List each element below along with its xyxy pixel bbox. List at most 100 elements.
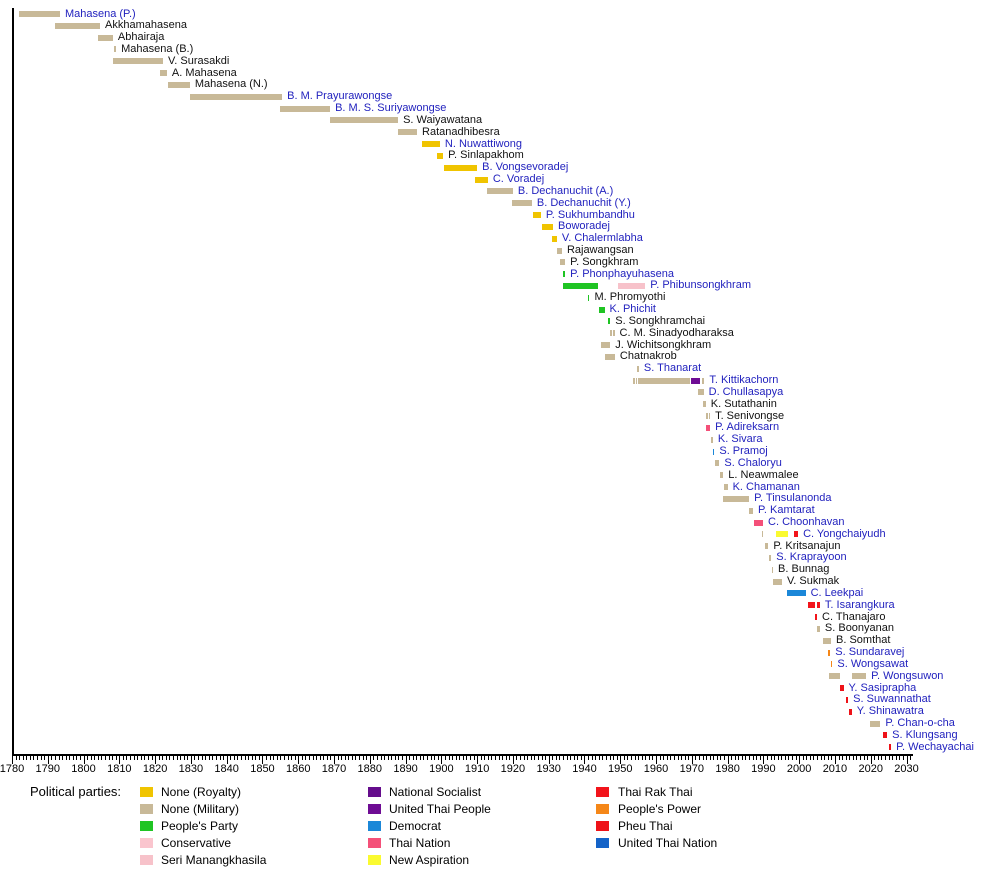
person-label[interactable]: B. Dechanuchit (Y.): [536, 196, 631, 209]
minor-tick: [809, 756, 811, 760]
minor-tick: [881, 756, 883, 760]
minor-tick: [112, 756, 114, 760]
minor-tick: [759, 756, 761, 760]
person-label[interactable]: S. Wongsawat: [837, 657, 909, 670]
person-label[interactable]: D. Chullasapya: [708, 385, 784, 398]
person-label[interactable]: P. Chan-o-cha: [885, 717, 955, 730]
minor-tick: [44, 756, 46, 760]
minor-tick: [555, 756, 557, 760]
minor-tick: [355, 756, 357, 760]
timeline-bar-royalty: [541, 223, 553, 230]
person-label[interactable]: S. Suwannathat: [853, 693, 931, 706]
person-label[interactable]: T. Kittikachorn: [709, 374, 779, 387]
person-label[interactable]: P. Adireksarn: [715, 421, 780, 434]
legend-label: United Thai Nation: [618, 836, 718, 850]
minor-tick: [795, 756, 797, 760]
person-label[interactable]: P. Kamtarat: [758, 504, 815, 517]
minor-tick: [695, 756, 697, 760]
timeline-bar-military: [511, 200, 532, 207]
timeline-bar-military: [97, 34, 113, 41]
axis-tick-label: 2020: [858, 763, 883, 775]
major-tick: [155, 756, 157, 764]
minor-tick: [240, 756, 242, 760]
timeline-bar-military: [706, 413, 708, 420]
minor-tick: [559, 756, 561, 760]
person-label: Mahasena (B.): [121, 42, 194, 55]
person-label[interactable]: C. Leekpai: [810, 586, 864, 599]
person-label[interactable]: Mahasena (P.): [64, 7, 136, 20]
person-label: C. Thanajaro: [822, 610, 886, 623]
legend-title: Political parties:: [30, 784, 122, 799]
minor-tick: [570, 756, 572, 760]
person-label[interactable]: Y. Sasiprapha: [848, 681, 917, 694]
legend-swatch-conservative: [140, 838, 153, 848]
minor-tick: [15, 756, 17, 760]
minor-tick: [162, 756, 164, 760]
axis-tick-label: 1990: [751, 763, 776, 775]
person-label: B. Somthat: [836, 634, 891, 647]
person-label[interactable]: P. Sukhumbandhu: [545, 208, 635, 221]
person-label[interactable]: S. Klungsang: [892, 728, 958, 741]
minor-tick: [738, 756, 740, 760]
person-label[interactable]: B. Vongsevoradej: [482, 161, 569, 174]
axis-tick-label: 1790: [35, 763, 60, 775]
minor-tick: [609, 756, 611, 760]
minor-tick: [230, 756, 232, 760]
person-label[interactable]: P. Tinsulanonda: [754, 492, 832, 505]
person-label[interactable]: B. Dechanuchit (A.): [517, 184, 614, 197]
minor-tick: [627, 756, 629, 760]
person-label[interactable]: S. Pramoj: [719, 445, 768, 458]
person-label[interactable]: B. M. S. Suriyawongse: [335, 102, 447, 115]
person-label[interactable]: K. Chamanan: [732, 480, 800, 493]
person-label[interactable]: S. Thanarat: [643, 362, 702, 375]
major-tick: [906, 756, 908, 764]
minor-tick: [734, 756, 736, 760]
timeline-bar-military: [724, 484, 728, 491]
person-label[interactable]: B. M. Prayurawongse: [287, 90, 393, 103]
timeline-bar-military: [638, 377, 691, 384]
person-label: A. Mahasena: [171, 66, 237, 79]
minor-tick: [684, 756, 686, 760]
person-label[interactable]: P. Phibunsongkhram: [650, 279, 751, 292]
person-label[interactable]: P. Wongsuwon: [871, 669, 944, 682]
person-label[interactable]: S. Chaloryu: [724, 456, 782, 469]
major-tick: [298, 756, 300, 764]
timeline-bar-military: [633, 377, 635, 384]
person-label[interactable]: K. Phichit: [609, 303, 656, 316]
person-label[interactable]: K. Sivara: [717, 433, 763, 446]
minor-tick: [427, 756, 429, 760]
timeline-bar-military: [715, 460, 720, 467]
person-label[interactable]: C. Yongchaiyudh: [803, 527, 886, 540]
person-label[interactable]: S. Sundaravej: [835, 646, 905, 659]
person-label: M. Phromyothi: [594, 291, 666, 304]
axis-tick-label: 1820: [142, 763, 168, 775]
axis-tick-label: 1880: [357, 763, 383, 775]
person-label[interactable]: S. Kraprayoon: [776, 551, 847, 564]
minor-tick: [244, 756, 246, 760]
person-label[interactable]: C. Voradej: [492, 173, 545, 186]
minor-tick: [165, 756, 167, 760]
person-label[interactable]: N. Nuwattiwong: [444, 137, 522, 150]
legend-swatch-military: [140, 804, 153, 814]
person-label[interactable]: C. Choonhavan: [768, 516, 845, 529]
minor-tick: [634, 756, 636, 760]
minor-tick: [158, 756, 160, 760]
minor-tick: [545, 756, 547, 760]
minor-tick: [877, 756, 879, 760]
person-label[interactable]: Boworadej: [557, 220, 610, 233]
minor-tick: [105, 756, 107, 760]
timeline-bar-thai_rak_thai: [816, 602, 820, 609]
minor-tick: [409, 756, 411, 760]
person-label[interactable]: V. Chalermlabha: [561, 232, 643, 245]
minor-tick: [452, 756, 454, 760]
person-label[interactable]: P. Wechayachai: [896, 740, 974, 753]
minor-tick: [76, 756, 78, 760]
minor-tick: [115, 756, 117, 760]
person-label[interactable]: P. Phonphayuhasena: [570, 267, 674, 280]
minor-tick: [448, 756, 450, 760]
minor-tick: [205, 756, 207, 760]
major-tick: [119, 756, 121, 764]
person-label: B. Bunnag: [778, 563, 830, 576]
person-label[interactable]: T. Isarangkura: [824, 598, 895, 611]
person-label[interactable]: Y. Shinawatra: [856, 705, 924, 718]
